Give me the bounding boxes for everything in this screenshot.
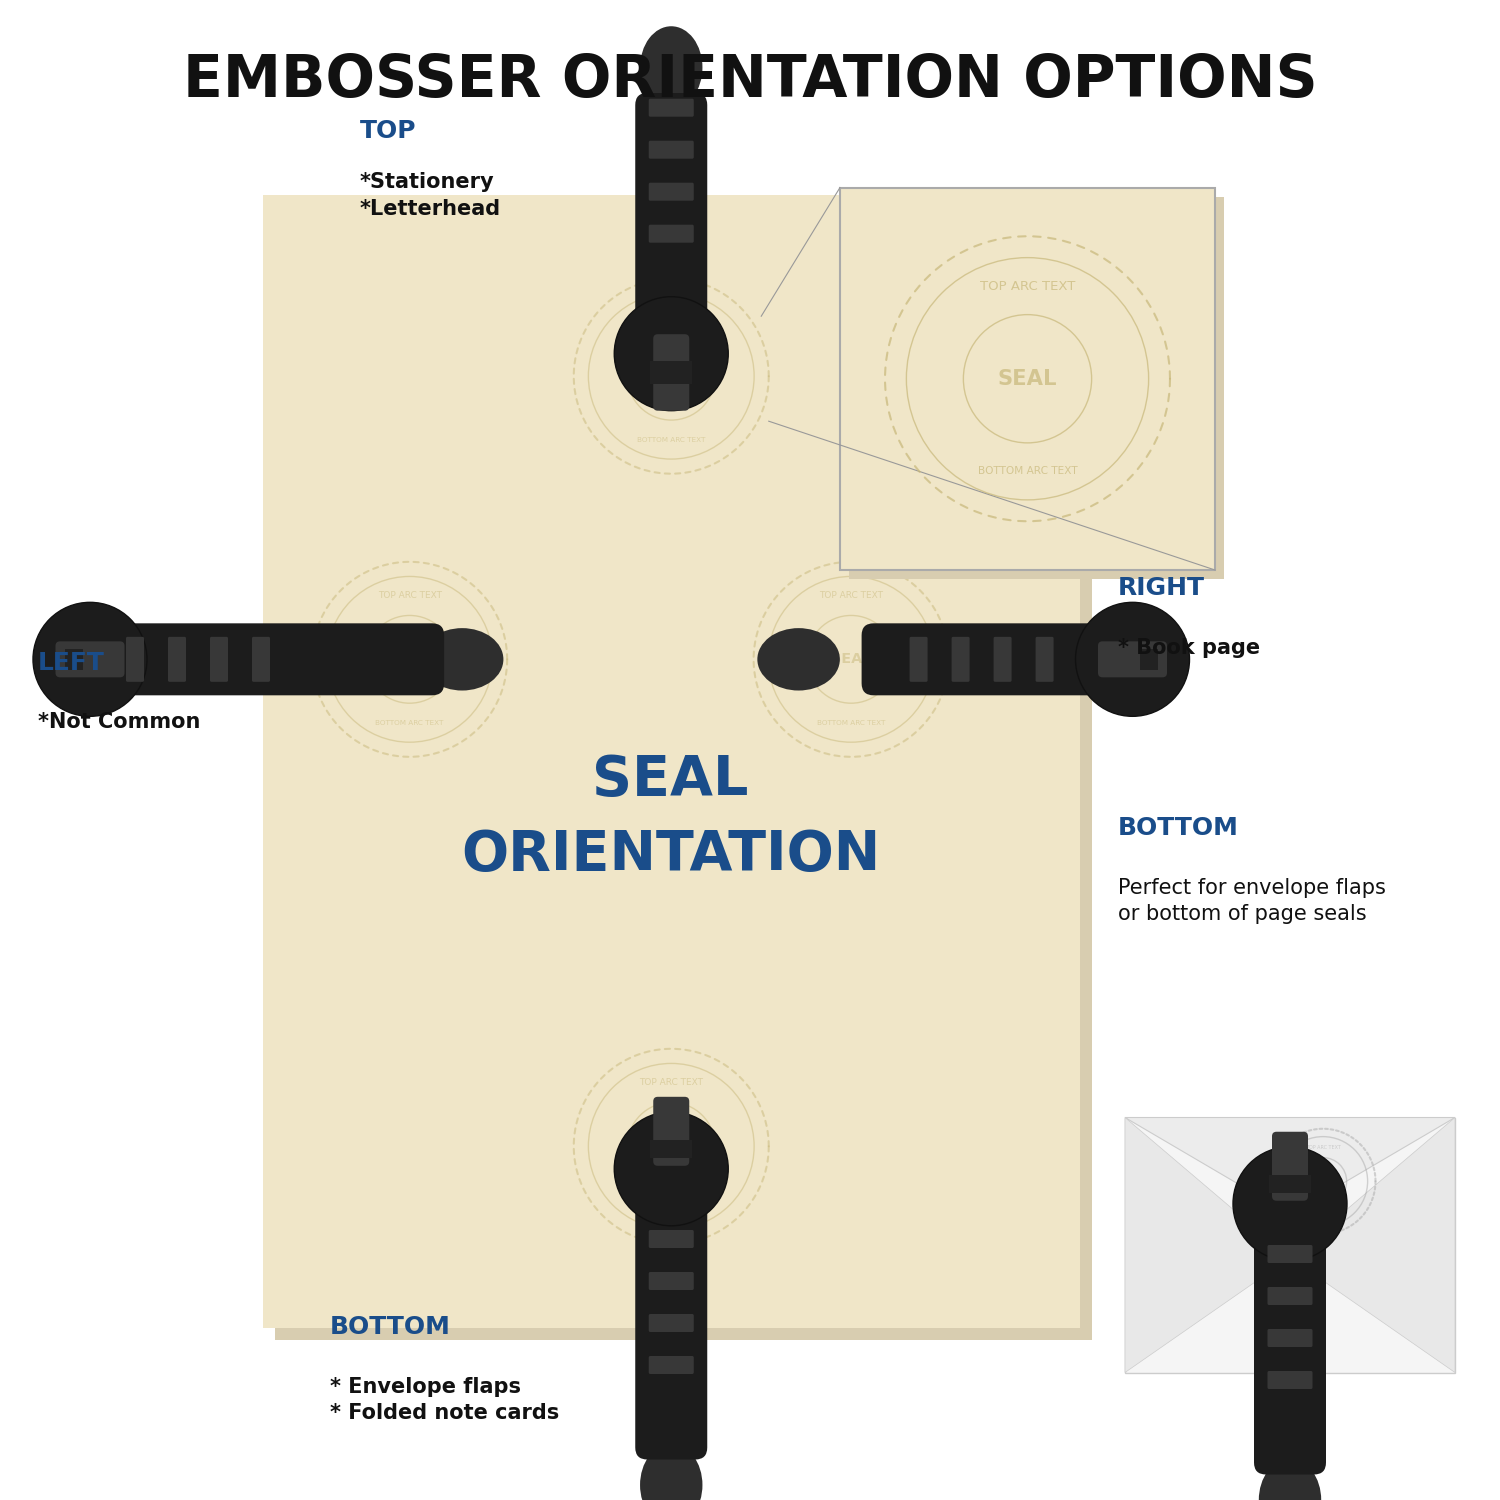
FancyBboxPatch shape xyxy=(648,225,693,243)
Polygon shape xyxy=(1125,1118,1290,1372)
FancyBboxPatch shape xyxy=(1268,1371,1312,1389)
FancyBboxPatch shape xyxy=(648,1272,693,1290)
FancyBboxPatch shape xyxy=(1268,1329,1312,1347)
FancyBboxPatch shape xyxy=(648,1230,693,1248)
Text: TOP ARC TEXT: TOP ARC TEXT xyxy=(639,1078,704,1088)
FancyBboxPatch shape xyxy=(636,1179,708,1460)
FancyBboxPatch shape xyxy=(648,1356,693,1374)
Ellipse shape xyxy=(758,628,840,690)
Text: EMBOSSER ORIENTATION OPTIONS: EMBOSSER ORIENTATION OPTIONS xyxy=(183,53,1317,110)
FancyBboxPatch shape xyxy=(654,1096,688,1166)
FancyBboxPatch shape xyxy=(1269,1176,1311,1194)
Text: BOTTOM: BOTTOM xyxy=(1118,816,1239,840)
FancyBboxPatch shape xyxy=(840,188,1215,570)
Text: BOTTOM: BOTTOM xyxy=(330,1316,452,1340)
FancyBboxPatch shape xyxy=(274,207,1092,1340)
FancyBboxPatch shape xyxy=(1268,1287,1312,1305)
FancyBboxPatch shape xyxy=(993,638,1011,682)
FancyBboxPatch shape xyxy=(1125,1118,1455,1372)
Text: TOP ARC TEXT: TOP ARC TEXT xyxy=(980,279,1076,292)
Circle shape xyxy=(33,603,147,717)
FancyBboxPatch shape xyxy=(648,141,693,159)
FancyBboxPatch shape xyxy=(262,195,1080,1328)
Ellipse shape xyxy=(640,1443,702,1500)
Text: SEAL: SEAL xyxy=(1312,1176,1334,1185)
FancyBboxPatch shape xyxy=(168,638,186,682)
FancyBboxPatch shape xyxy=(64,650,82,670)
Text: *Not Common: *Not Common xyxy=(38,712,200,732)
Text: BOTTOM ARC TEXT: BOTTOM ARC TEXT xyxy=(818,720,885,726)
Text: LEFT: LEFT xyxy=(38,651,105,675)
FancyBboxPatch shape xyxy=(648,183,693,201)
Text: BOTTOM ARC TEXT: BOTTOM ARC TEXT xyxy=(638,436,705,442)
Text: * Book page: * Book page xyxy=(1118,638,1260,657)
FancyBboxPatch shape xyxy=(951,638,969,682)
Text: BOTTOM ARC TEXT: BOTTOM ARC TEXT xyxy=(978,466,1077,477)
FancyBboxPatch shape xyxy=(56,642,125,678)
FancyBboxPatch shape xyxy=(648,99,693,117)
Text: BOTTOM ARC TEXT: BOTTOM ARC TEXT xyxy=(375,720,444,726)
FancyBboxPatch shape xyxy=(636,93,708,358)
Text: SEAL: SEAL xyxy=(592,753,748,807)
Text: TOP ARC TEXT: TOP ARC TEXT xyxy=(378,591,441,600)
FancyBboxPatch shape xyxy=(849,196,1224,579)
Text: ORIENTATION: ORIENTATION xyxy=(460,828,880,882)
Text: *Stationery
*Letterhead: *Stationery *Letterhead xyxy=(360,172,501,219)
Ellipse shape xyxy=(1258,1458,1322,1500)
Circle shape xyxy=(1233,1146,1347,1260)
Text: BOTTOM ARC TEXT: BOTTOM ARC TEXT xyxy=(1305,1214,1341,1218)
Text: Perfect for envelope flaps
or bottom of page seals: Perfect for envelope flaps or bottom of … xyxy=(1118,878,1386,924)
Text: SEAL: SEAL xyxy=(651,369,692,382)
Text: TOP ARC TEXT: TOP ARC TEXT xyxy=(1305,1144,1341,1149)
Polygon shape xyxy=(1290,1118,1455,1372)
Text: SEAL: SEAL xyxy=(998,369,1058,388)
Text: * Envelope flaps
* Folded note cards: * Envelope flaps * Folded note cards xyxy=(330,1377,560,1423)
FancyBboxPatch shape xyxy=(126,638,144,682)
FancyBboxPatch shape xyxy=(1268,1245,1312,1263)
Polygon shape xyxy=(1125,1118,1455,1215)
FancyBboxPatch shape xyxy=(1254,1215,1326,1474)
FancyBboxPatch shape xyxy=(861,624,1174,696)
FancyBboxPatch shape xyxy=(651,362,692,384)
Ellipse shape xyxy=(422,628,504,690)
Text: RIGHT: RIGHT xyxy=(1118,576,1204,600)
Text: SEAL: SEAL xyxy=(390,652,430,666)
Text: SEAL: SEAL xyxy=(651,1140,692,1154)
FancyBboxPatch shape xyxy=(86,624,444,696)
FancyBboxPatch shape xyxy=(1098,642,1167,678)
FancyBboxPatch shape xyxy=(909,638,927,682)
Text: BOTTOM ARC TEXT: BOTTOM ARC TEXT xyxy=(638,1206,705,1212)
Text: TOP ARC TEXT: TOP ARC TEXT xyxy=(819,591,884,600)
FancyBboxPatch shape xyxy=(1140,650,1158,670)
FancyBboxPatch shape xyxy=(651,1140,692,1158)
Ellipse shape xyxy=(640,27,702,109)
Circle shape xyxy=(1076,603,1190,717)
FancyBboxPatch shape xyxy=(1035,638,1053,682)
Text: SEAL: SEAL xyxy=(831,652,872,666)
Circle shape xyxy=(615,297,729,411)
Circle shape xyxy=(615,1112,729,1226)
FancyBboxPatch shape xyxy=(654,334,688,411)
FancyBboxPatch shape xyxy=(1272,1131,1308,1200)
Text: TOP ARC TEXT: TOP ARC TEXT xyxy=(639,309,704,318)
FancyBboxPatch shape xyxy=(252,638,270,682)
Text: TOP: TOP xyxy=(360,118,417,142)
FancyBboxPatch shape xyxy=(648,1314,693,1332)
FancyBboxPatch shape xyxy=(210,638,228,682)
